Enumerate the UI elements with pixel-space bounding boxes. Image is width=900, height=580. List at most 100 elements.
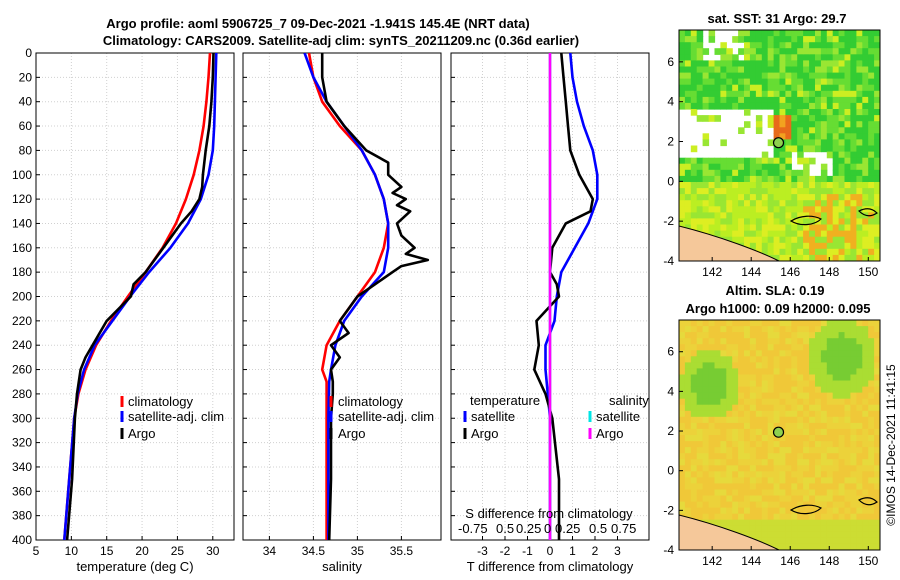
map-cell xyxy=(761,428,769,436)
map-cell xyxy=(809,477,816,485)
map-cell xyxy=(773,248,781,256)
map-cell xyxy=(714,416,721,424)
map-cell xyxy=(826,465,834,472)
map-cell xyxy=(779,441,786,448)
map-cell xyxy=(714,332,721,339)
map-cell xyxy=(755,218,763,226)
map-cell xyxy=(785,72,792,80)
map-cell xyxy=(874,66,880,74)
map-cell xyxy=(779,121,786,128)
map-cell xyxy=(868,398,875,406)
map-cell xyxy=(862,163,869,171)
map-cell xyxy=(684,224,692,232)
map-cell xyxy=(708,489,716,497)
map-cell xyxy=(726,507,733,515)
map-cell xyxy=(797,501,804,509)
map-cell xyxy=(732,416,739,424)
map-cell xyxy=(702,96,710,104)
map-cell xyxy=(856,465,863,472)
map-cell xyxy=(761,157,769,165)
map-cell xyxy=(856,368,863,376)
map-cell xyxy=(844,525,851,533)
map-cell xyxy=(714,410,721,418)
map-cell xyxy=(791,230,798,238)
map-cell xyxy=(767,501,775,509)
map-cell xyxy=(738,356,745,363)
map-cell xyxy=(856,109,863,116)
map-cell xyxy=(738,501,745,509)
map-cell xyxy=(874,236,880,244)
map-cell xyxy=(785,42,792,49)
map-cell xyxy=(773,465,781,472)
map-cell xyxy=(726,495,733,503)
map-cell xyxy=(773,380,781,388)
map-cell xyxy=(850,163,857,171)
map-cell xyxy=(749,236,757,244)
map-cell xyxy=(732,102,739,110)
map-cell xyxy=(862,188,869,195)
map-cell xyxy=(744,459,751,466)
map-cell xyxy=(720,84,727,92)
map-cell xyxy=(720,428,727,436)
map-cell xyxy=(785,537,792,545)
map-cell xyxy=(738,194,745,201)
map-cell xyxy=(844,441,851,448)
map-cell xyxy=(779,483,786,491)
map-cell xyxy=(708,72,716,80)
map-cell xyxy=(773,200,781,207)
map-cell xyxy=(826,422,834,430)
map-cell xyxy=(726,404,733,412)
map-cell xyxy=(702,338,710,345)
map-cell xyxy=(797,157,804,165)
map-cell xyxy=(732,501,739,509)
map-cell xyxy=(844,169,851,177)
map-cell xyxy=(726,344,733,351)
map-cell xyxy=(838,483,846,491)
map-cell xyxy=(708,230,716,238)
map-cell xyxy=(874,157,880,165)
map-cell xyxy=(732,212,739,220)
map-cell xyxy=(791,90,798,98)
map-cell xyxy=(702,200,710,207)
map-cell xyxy=(761,537,769,545)
map-cell xyxy=(785,139,792,147)
map-cell xyxy=(868,404,875,412)
map-cell xyxy=(749,356,757,363)
map-cell xyxy=(714,519,721,527)
map-cell xyxy=(767,182,775,189)
map-cell xyxy=(720,60,727,68)
map-cell xyxy=(761,332,769,339)
map-cell xyxy=(696,157,704,165)
map-cell xyxy=(803,447,810,454)
map-cell xyxy=(702,350,710,357)
map-cell xyxy=(708,102,716,110)
map-cell xyxy=(679,30,686,37)
map-cell xyxy=(690,483,698,491)
map-cell xyxy=(862,66,869,74)
map-cell xyxy=(856,320,863,327)
map-y-tick-label: 2 xyxy=(667,424,674,438)
map-cell xyxy=(755,121,763,128)
map-cell xyxy=(767,320,775,327)
map-cell xyxy=(720,332,727,339)
map-cell xyxy=(779,453,786,460)
map-cell xyxy=(868,169,875,177)
map-cell xyxy=(832,182,840,189)
map-cell xyxy=(809,465,816,472)
map-cell xyxy=(862,145,869,153)
map-cell xyxy=(874,507,880,515)
map-cell xyxy=(820,175,828,183)
map-cell xyxy=(738,48,745,55)
map-cell xyxy=(868,344,875,351)
map-cell xyxy=(791,248,798,256)
map-cell xyxy=(815,230,822,238)
map-cell xyxy=(874,248,880,256)
y-tick-label: 380 xyxy=(12,509,32,523)
map-cell xyxy=(773,368,781,376)
map-cell xyxy=(862,102,869,110)
map-cell xyxy=(820,537,828,545)
map-cell xyxy=(856,169,863,177)
map-cell xyxy=(732,507,739,515)
map-cell xyxy=(820,194,828,201)
map-cell xyxy=(696,465,704,472)
